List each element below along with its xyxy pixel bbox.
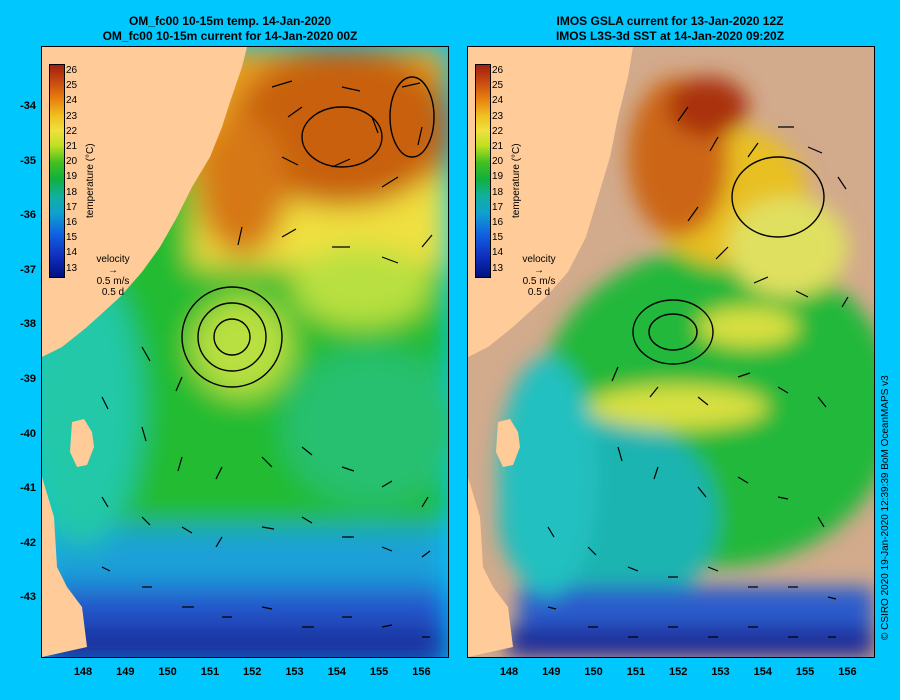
y-axis-label: -34: [20, 100, 36, 112]
y-axis-label: -38: [20, 318, 36, 331]
y-axis-label: -43: [20, 591, 36, 604]
colorbar-tick-label: 24: [492, 95, 504, 107]
colorbar-tick-label: 19: [492, 171, 504, 183]
right-land-mainland: [468, 47, 633, 357]
left-velocity-title: velocity: [96, 254, 130, 265]
colorbar-tick-label: 20: [66, 156, 78, 168]
x-axis-label: 150: [584, 666, 603, 678]
x-axis-label: 153: [285, 666, 304, 678]
left-land-island: [70, 419, 94, 467]
left-velocity-duration: 0.5 d: [101, 287, 125, 298]
y-axis-label: -40: [20, 427, 36, 440]
left-map-panel: [41, 46, 449, 658]
colorbar-tick-label: 17: [66, 201, 78, 213]
right-colorbar: temperature (°C): [467, 46, 587, 296]
x-axis-label: 151: [626, 666, 646, 678]
y-axis-label: -39: [20, 373, 36, 385]
colorbar-tick-label: 24: [66, 95, 78, 107]
colorbar-tick-label: 14: [492, 247, 504, 259]
x-axis-label: 154: [327, 666, 346, 678]
x-axis-label: 154: [753, 666, 772, 678]
right-velocity-arrow: →: [534, 265, 544, 276]
x-axis-label: 155: [795, 666, 815, 678]
x-axis-label: 153: [711, 666, 730, 678]
x-axis-label: 148: [73, 666, 93, 678]
colorbar-tick-label: 26: [492, 65, 504, 76]
left-title-line2: OM_fc00 10-15m current for 14-Jan-2020 0…: [102, 29, 358, 43]
colorbar-tick-label: 15: [492, 232, 504, 244]
right-colorbar-gradient: [475, 64, 491, 278]
x-axis-label: 152: [669, 666, 688, 678]
colorbar-tick-label: 17: [492, 201, 504, 213]
colorbar-tick-label: 21: [66, 141, 78, 152]
right-current-arrows: [547, 106, 849, 638]
colorbar-tick-label: 16: [492, 217, 504, 228]
x-axis-label: 152: [243, 666, 262, 678]
x-axis-label: 151: [200, 666, 220, 678]
colorbar-tick-label: 25: [492, 80, 504, 92]
right-land-island: [496, 419, 520, 467]
colorbar-tick-label: 23: [66, 110, 78, 122]
right-land-south: [468, 477, 513, 657]
left-title-line1: OM_fc00 10-15m temp. 14-Jan-2020: [128, 14, 332, 28]
left-velocity-arrow: →: [108, 265, 118, 276]
colorbar-tick-label: 22: [492, 125, 504, 137]
right-eddies: [632, 156, 825, 365]
colorbar-tick-label: 13: [66, 262, 78, 274]
left-land-mainland: [42, 47, 247, 357]
right-map-svg: [468, 47, 874, 657]
left-eddies: [181, 76, 435, 388]
left-colorbar-gradient: [49, 64, 65, 278]
colorbar-tick-label: 25: [66, 80, 78, 92]
y-axis-label: -36: [20, 209, 36, 222]
left-land-south: [42, 477, 87, 657]
right-temperature-field: [498, 77, 874, 657]
right-map-panel: [467, 46, 875, 658]
right-velocity-speed: 0.5 m/s: [522, 276, 556, 287]
x-axis-label: 149: [116, 666, 135, 678]
colorbar-tick-label: 21: [492, 141, 504, 152]
y-axis-label: -42: [20, 536, 36, 549]
colorbar-tick-label: 20: [492, 156, 504, 168]
colorbar-tick-label: 16: [66, 217, 78, 228]
credit-text: © CSIRO 2020 19-Jan-2020 12:39:39 BoM Oc…: [880, 375, 891, 640]
left-current-arrows: [101, 80, 433, 638]
colorbar-tick-label: 13: [492, 262, 504, 274]
left-velocity-legend: velocity → 0.5 m/s 0.5 d: [83, 254, 143, 298]
left-velocity-speed: 0.5 m/s: [96, 276, 130, 287]
y-axis-label: -41: [20, 482, 36, 495]
right-map-title: IMOS GSLA current for 13-Jan-2020 12Z IM…: [500, 14, 840, 44]
colorbar-tick-label: 15: [66, 232, 78, 244]
right-velocity-duration: 0.5 d: [527, 287, 551, 298]
colorbar-tick-label: 23: [492, 110, 504, 122]
x-axis-label: 150: [158, 666, 177, 678]
right-velocity-title: velocity: [522, 254, 556, 265]
colorbar-tick-label: 14: [66, 247, 78, 259]
x-axis-label: 155: [369, 666, 389, 678]
x-axis-label: 149: [542, 666, 561, 678]
colorbar-tick-label: 18: [492, 186, 504, 198]
right-title-line2: IMOS L3S-3d SST at 14-Jan-2020 09:20Z: [555, 29, 785, 43]
x-axis-label: 148: [499, 666, 519, 678]
left-map-svg: [42, 47, 448, 657]
colorbar-tick-label: 26: [66, 65, 78, 76]
x-axis-label: 156: [412, 666, 431, 678]
left-map-title: OM_fc00 10-15m temp. 14-Jan-2020 OM_fc00…: [60, 14, 400, 44]
y-axis-label: -35: [20, 154, 36, 167]
colorbar-tick-label: 22: [66, 125, 78, 137]
left-colorbar: temperature (°C): [41, 46, 161, 296]
colorbar-tick-label: 18: [66, 186, 78, 198]
right-title-line1: IMOS GSLA current for 13-Jan-2020 12Z: [556, 14, 784, 28]
x-axis-label: 156: [838, 666, 857, 678]
right-velocity-legend: velocity → 0.5 m/s 0.5 d: [509, 254, 569, 298]
colorbar-tick-label: 19: [66, 171, 78, 183]
y-axis-label: -37: [20, 263, 36, 276]
